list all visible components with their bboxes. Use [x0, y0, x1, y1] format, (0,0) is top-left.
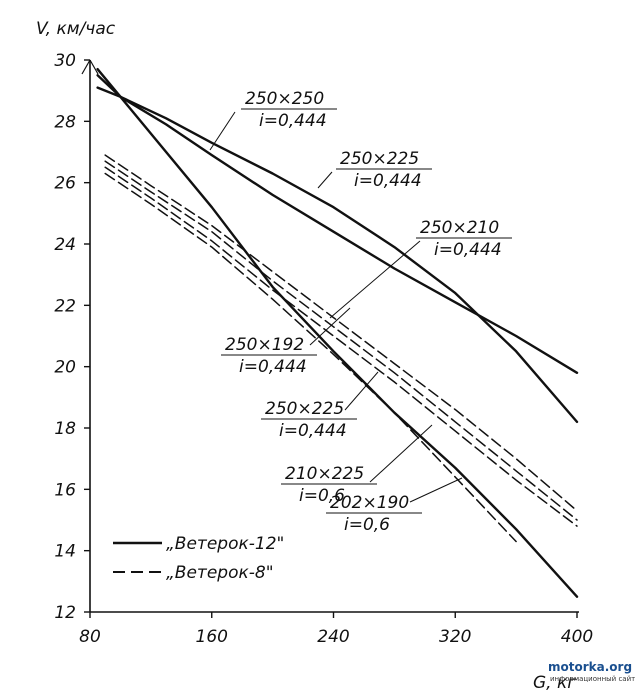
series-annotation: i=0,6: [344, 515, 390, 535]
series-annotation: i=0,444: [279, 421, 347, 441]
series-line-dashed: [104, 160, 578, 521]
series-annotation: 250×225: [340, 149, 419, 169]
legend-label: „Ветерок-12": [166, 534, 284, 554]
x-tick-label: 320: [439, 627, 471, 647]
series-annotation: i=0,444: [259, 111, 327, 131]
y-tick-label: 18: [54, 419, 76, 439]
watermark: motorka.org информационный сайт: [548, 660, 635, 683]
series-annotation: i=0,6: [299, 486, 345, 506]
y-tick-label: 16: [54, 480, 76, 500]
y-tick-label: 30: [54, 51, 76, 71]
series-annotation: 250×210: [420, 218, 499, 238]
axes: [81, 59, 579, 618]
series-annotation: 250×225: [265, 399, 344, 419]
x-tick-label: 80: [79, 627, 101, 647]
x-tick-label: 400: [561, 627, 593, 647]
annotation-leader: [409, 477, 463, 503]
series-annotation: 250×250: [245, 89, 324, 109]
series-annotation: i=0,444: [434, 240, 502, 260]
annotation-leader: [344, 371, 379, 411]
series-annotation: i=0,444: [239, 357, 307, 377]
tick-labels: 80 160 240 320 400 12 14 16 18 20 22 24 26 28 30: [54, 51, 593, 647]
y-axis-arrow: [89, 59, 99, 75]
annotation-leader: [329, 240, 421, 319]
series-annotation: i=0,444: [354, 171, 422, 191]
y-axis-title: V, км/час: [36, 19, 116, 39]
series-line-solid: [96, 68, 579, 598]
y-tick-label: 22: [54, 296, 76, 316]
series-annotation: 210×225: [285, 464, 364, 484]
y-tick-label: 24: [54, 235, 76, 255]
series-line-dashed: [104, 166, 578, 527]
x-axis-title: G, кг: [533, 673, 576, 690]
y-axis-arrow: [81, 59, 91, 75]
watermark-site: motorka.org: [548, 660, 632, 674]
series-annotation: 202×190: [330, 493, 409, 513]
annotation-leader: [309, 307, 351, 346]
curves: [96, 68, 579, 598]
x-tick-label: 240: [317, 627, 349, 647]
legend-label: „Ветерок-8": [166, 563, 274, 583]
series-line-solid: [96, 74, 579, 424]
watermark-tagline: информационный сайт: [550, 675, 635, 683]
series-line-dashed: [104, 154, 578, 512]
y-tick-label: 12: [54, 603, 76, 623]
y-tick-label: 14: [54, 542, 76, 562]
annotation-leader: [209, 111, 236, 151]
annotation-leader: [317, 171, 333, 189]
curve-annotations: 250×250i=0,444250×225i=0,444202×190i=0,6…: [209, 89, 512, 535]
y-tick-label: 28: [54, 112, 76, 132]
series-line-solid: [96, 86, 579, 374]
y-tick-label: 26: [54, 174, 76, 194]
series-line-dashed: [104, 172, 517, 543]
series-annotation: 250×192: [225, 335, 304, 355]
legend: „Ветерок-12" „Ветерок-8": [113, 534, 284, 583]
annotation-leader: [369, 424, 433, 483]
y-tick-label: 20: [54, 358, 76, 378]
x-tick-label: 160: [196, 627, 228, 647]
